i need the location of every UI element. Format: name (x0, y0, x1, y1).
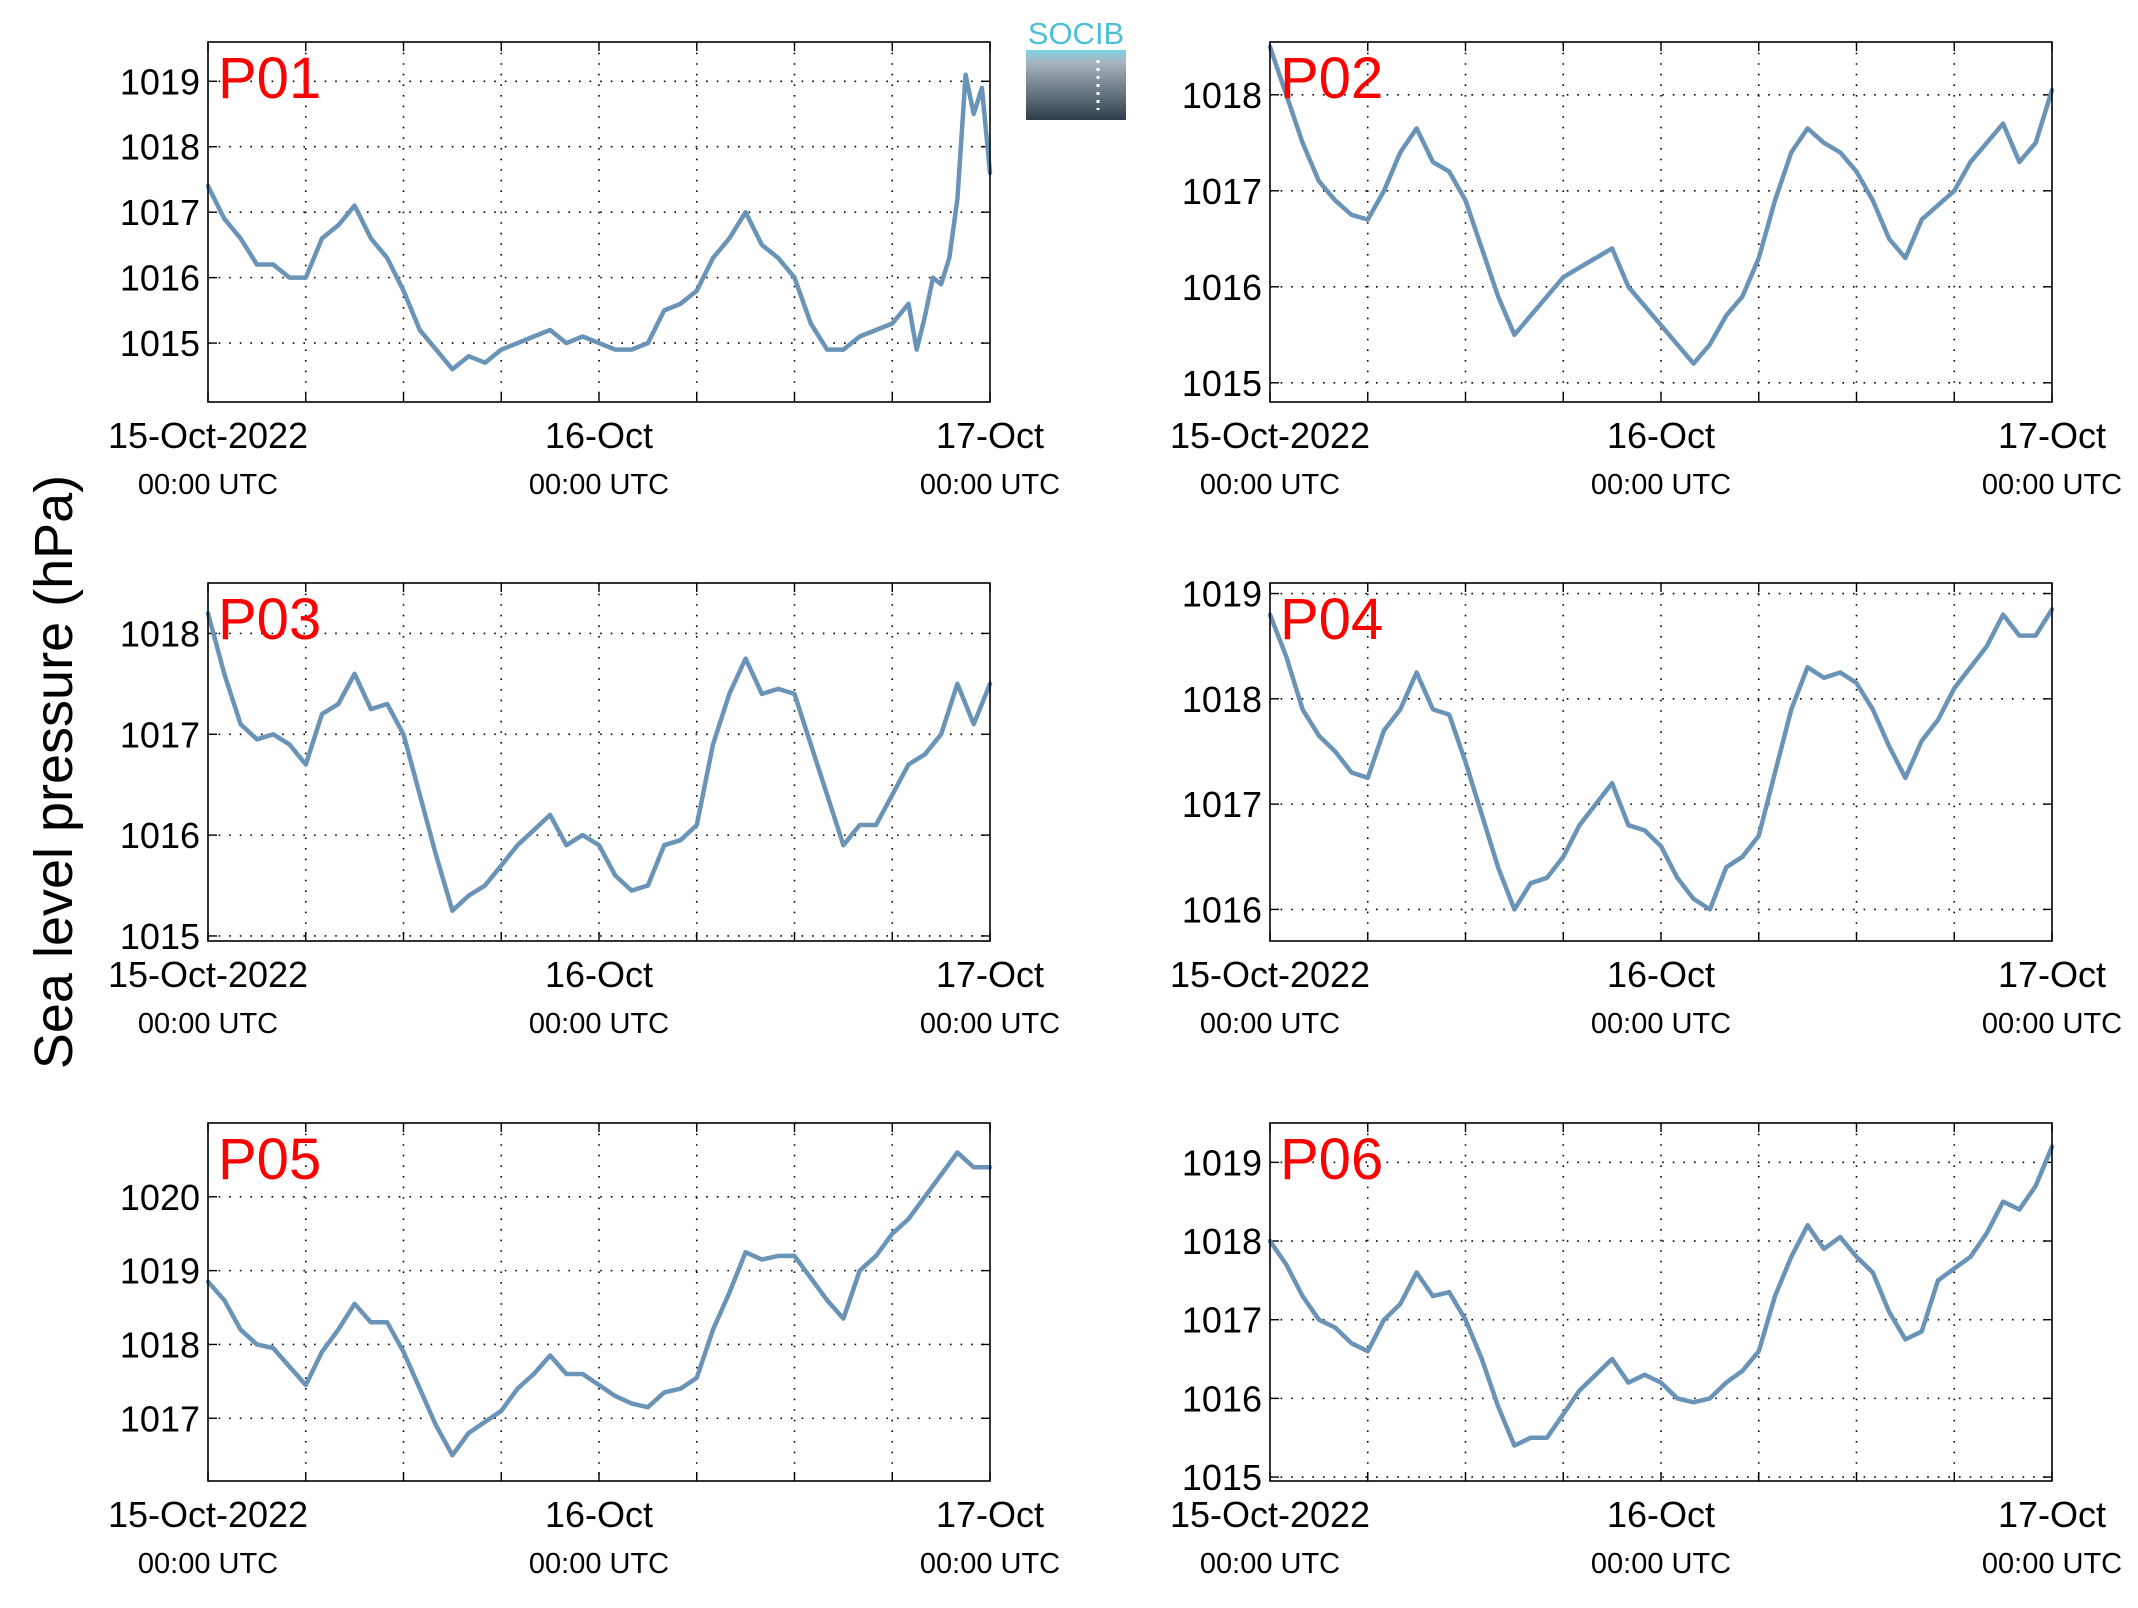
x-tick-sublabel: 00:00 UTC (920, 1548, 1060, 1580)
series-line-p06 (1267, 1144, 2055, 1448)
socib-logo-text: SOCIB (1028, 16, 1124, 51)
x-tick-sublabel: 00:00 UTC (920, 1008, 1060, 1040)
panel-title: P03 (218, 587, 321, 652)
socib-logo-block (1026, 50, 1126, 120)
y-tick-label: 1016 (120, 258, 200, 299)
y-tick-label: 1019 (120, 1251, 200, 1292)
x-tick-label: 17-Oct (1998, 954, 2106, 995)
y-tick-label: 1015 (1182, 1457, 1262, 1498)
x-tick-label: 15-Oct-2022 (108, 1494, 308, 1535)
panel-p03: 1015 1016 1017 1018 15-Oct-2022 00:00 UTC 16-O… (108, 582, 1060, 1040)
x-tick-label: 17-Oct (936, 1494, 1044, 1535)
x-tick-sublabel: 00:00 UTC (1591, 1008, 1731, 1040)
y-tick-label: 1018 (120, 1324, 200, 1365)
x-tick-sublabel: 00:00 UTC (529, 1008, 669, 1040)
y-tick-label: 1017 (120, 714, 200, 755)
x-tick-label: 16-Oct (545, 1494, 653, 1535)
y-tick-label: 1018 (1182, 679, 1262, 720)
y-tick-label: 1016 (1182, 1378, 1262, 1419)
x-tick-sublabel: 00:00 UTC (1591, 469, 1731, 501)
y-tick-label: 1017 (120, 192, 200, 233)
y-tick-label: 1018 (1182, 75, 1262, 116)
panel-title: P06 (1280, 1127, 1383, 1192)
panel-title: P02 (1280, 46, 1383, 111)
x-tick-sublabel: 00:00 UTC (138, 1548, 278, 1580)
panel-p04: 1016 1017 1018 1019 15-Oct-2022 00:00 UTC 16-O… (1170, 574, 2122, 1040)
x-tick-label: 15-Oct-2022 (108, 415, 308, 456)
y-tick-label: 1017 (120, 1398, 200, 1439)
y-tick-label: 1018 (120, 127, 200, 168)
y-tick-label: 1015 (120, 323, 200, 364)
panel-p05: 1017 1018 1019 1020 15-Oct-2022 00:00 UTC 16-O… (108, 1122, 1060, 1580)
series-line-p01 (205, 72, 993, 372)
x-tick-sublabel: 00:00 UTC (138, 469, 278, 501)
y-tick-label: 1018 (120, 613, 200, 654)
socib-logo: SOCIB (1026, 16, 1126, 120)
x-tick-label: 17-Oct (1998, 1494, 2106, 1535)
x-tick-label: 16-Oct (545, 415, 653, 456)
x-tick-sublabel: 00:00 UTC (1200, 1548, 1340, 1580)
plot-frame (207, 582, 991, 942)
x-tick-sublabel: 00:00 UTC (529, 469, 669, 501)
plot-frame (207, 41, 991, 403)
x-tick-label: 16-Oct (1607, 1494, 1715, 1535)
plot-frame (1269, 41, 2053, 403)
y-tick-label: 1017 (1182, 1300, 1262, 1341)
x-tick-sublabel: 00:00 UTC (1591, 1548, 1731, 1580)
y-tick-label: 1019 (1182, 1142, 1262, 1183)
y-tick-label: 1017 (1182, 171, 1262, 212)
y-tick-label: 1015 (1182, 363, 1262, 404)
x-tick-sublabel: 00:00 UTC (1200, 1008, 1340, 1040)
y-tick-label: 1017 (1182, 784, 1262, 825)
y-tick-label: 1020 (120, 1177, 200, 1218)
series-line-p05 (205, 1150, 993, 1458)
panel-p01: 1015 1016 1017 1018 1019 15-Oct-2022 00:00 UTC… (108, 41, 1060, 501)
panel-title: P05 (218, 1127, 321, 1192)
plot-frame (1269, 1122, 2053, 1482)
x-tick-sublabel: 00:00 UTC (920, 469, 1060, 501)
y-tick-label: 1015 (120, 916, 200, 957)
series-line-p02 (1267, 44, 2055, 366)
panel-title: P01 (218, 46, 321, 111)
plot-frame (207, 1122, 991, 1482)
x-tick-label: 15-Oct-2022 (1170, 415, 1370, 456)
panel-p02: 1015 1016 1017 1018 15-Oct-2022 00:00 UTC 16-O… (1170, 41, 2122, 501)
panel-title: P04 (1280, 587, 1383, 652)
y-tick-label: 1019 (120, 61, 200, 102)
y-axis-label: Sea level pressure (hPa) (24, 475, 84, 1069)
x-tick-sublabel: 00:00 UTC (138, 1008, 278, 1040)
y-tick-label: 1018 (1182, 1221, 1262, 1262)
x-tick-label: 15-Oct-2022 (108, 954, 308, 995)
y-tick-label: 1016 (1182, 889, 1262, 930)
x-tick-label: 17-Oct (1998, 415, 2106, 456)
x-tick-label: 17-Oct (936, 954, 1044, 995)
x-tick-sublabel: 00:00 UTC (1982, 1548, 2122, 1580)
x-tick-sublabel: 00:00 UTC (1200, 469, 1340, 501)
panel-p06: 1015 1016 1017 1018 1019 15-Oct-2022 00:00 UTC… (1170, 1122, 2122, 1580)
x-tick-label: 17-Oct (936, 415, 1044, 456)
x-tick-label: 15-Oct-2022 (1170, 1494, 1370, 1535)
x-tick-label: 16-Oct (545, 954, 653, 995)
x-tick-label: 16-Oct (1607, 954, 1715, 995)
x-tick-label: 16-Oct (1607, 415, 1715, 456)
x-tick-sublabel: 00:00 UTC (529, 1548, 669, 1580)
plot-frame (1269, 582, 2053, 942)
y-tick-label: 1016 (1182, 267, 1262, 308)
x-tick-sublabel: 00:00 UTC (1982, 1008, 2122, 1040)
y-tick-label: 1019 (1182, 574, 1262, 615)
y-tick-label: 1016 (120, 815, 200, 856)
series-line-p03 (205, 611, 993, 913)
x-tick-label: 15-Oct-2022 (1170, 954, 1370, 995)
series-line-p04 (1267, 607, 2055, 912)
x-tick-sublabel: 00:00 UTC (1982, 469, 2122, 501)
